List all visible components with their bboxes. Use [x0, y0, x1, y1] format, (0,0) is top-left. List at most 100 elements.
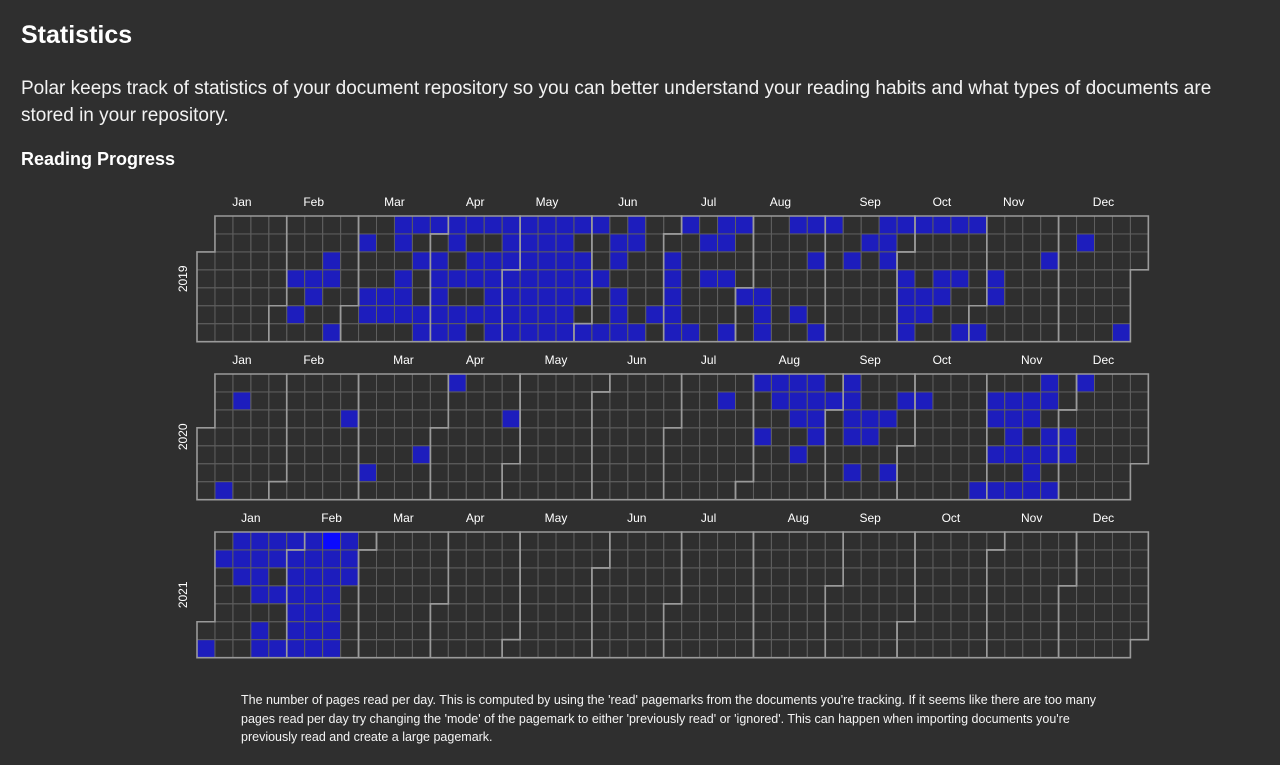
day-cell	[573, 251, 593, 271]
day-cell	[914, 269, 934, 289]
day-cell	[465, 251, 485, 271]
day-cell	[896, 323, 916, 343]
day-cell	[429, 269, 449, 289]
day-cell	[627, 603, 647, 623]
day-cell	[788, 445, 808, 465]
day-cell	[752, 409, 772, 429]
day-cell	[1022, 409, 1042, 429]
day-cell	[286, 233, 306, 253]
day-cell	[645, 215, 665, 235]
day-cell	[358, 373, 377, 393]
day-cell	[914, 463, 934, 483]
day-cell	[950, 549, 970, 569]
day-cell	[1004, 481, 1024, 501]
day-cell	[878, 269, 898, 289]
day-cell	[447, 215, 467, 235]
day-cell	[645, 323, 665, 343]
day-cell	[788, 251, 808, 271]
day-cell	[1022, 233, 1042, 253]
reading-progress-heading: Reading Progress	[21, 149, 176, 169]
day-cell	[914, 585, 934, 605]
day-cell	[968, 305, 988, 325]
day-cell	[932, 567, 952, 587]
day-cell	[501, 391, 521, 411]
day-cell	[896, 445, 916, 465]
day-cell	[340, 567, 360, 587]
day-cell	[573, 567, 593, 587]
day-cell	[322, 391, 342, 411]
day-cell	[681, 391, 701, 411]
day-cell	[986, 233, 1006, 253]
day-cell	[358, 391, 377, 411]
month-label: May	[545, 353, 568, 367]
day-cell	[950, 391, 970, 411]
day-cell	[627, 585, 647, 605]
day-cell	[968, 463, 988, 483]
day-cell	[411, 621, 431, 641]
day-cell	[340, 251, 360, 271]
day-cell	[735, 549, 754, 569]
day-cell	[573, 233, 593, 253]
day-cell	[878, 463, 898, 483]
day-cell	[483, 305, 503, 325]
day-cell	[932, 549, 952, 569]
day-cell	[717, 585, 736, 605]
month-outline	[196, 215, 288, 343]
day-cell	[447, 549, 467, 569]
day-cell	[340, 305, 360, 325]
day-cell	[788, 323, 808, 343]
day-cell	[770, 463, 790, 483]
day-cell	[1129, 251, 1149, 271]
day-cell	[376, 251, 395, 271]
day-cell	[196, 427, 216, 447]
day-cell	[986, 251, 1006, 271]
day-cell	[429, 445, 449, 465]
day-cell	[483, 391, 503, 411]
day-cell	[968, 549, 988, 569]
day-cell	[304, 305, 324, 325]
month-label: Jan	[232, 353, 251, 367]
month-outline	[734, 215, 827, 343]
day-cell	[806, 251, 826, 271]
day-cell	[483, 445, 503, 465]
day-cell	[465, 287, 485, 307]
day-cell	[376, 427, 395, 447]
day-cell	[627, 323, 647, 343]
day-cell	[519, 621, 539, 641]
day-cell	[537, 445, 557, 465]
day-cell	[519, 251, 539, 271]
day-cell	[465, 585, 485, 605]
day-cell	[268, 463, 288, 483]
month-label: Nov	[1003, 195, 1024, 209]
day-cell	[681, 445, 701, 465]
day-cell	[717, 409, 736, 429]
day-cell	[860, 427, 880, 447]
day-cell	[950, 481, 970, 501]
month-outline	[591, 531, 683, 659]
day-cell	[214, 287, 234, 307]
day-cell	[376, 287, 395, 307]
day-cell	[411, 639, 431, 659]
day-cell	[555, 233, 575, 253]
day-cell	[896, 287, 916, 307]
day-cell	[393, 531, 413, 551]
day-cell	[340, 481, 360, 501]
day-cell	[878, 305, 898, 325]
day-cell	[717, 323, 736, 343]
day-cell	[788, 531, 808, 551]
day-cell	[932, 585, 952, 605]
day-cell	[250, 323, 270, 343]
day-cell	[358, 269, 377, 289]
day-cell	[914, 233, 934, 253]
day-cell	[1076, 603, 1096, 623]
day-cell	[232, 463, 252, 483]
day-cell	[932, 215, 952, 235]
day-cell	[878, 323, 898, 343]
day-cell	[1022, 269, 1042, 289]
day-cell	[788, 391, 808, 411]
day-cell	[968, 323, 988, 343]
day-cell	[1022, 639, 1042, 659]
day-cell	[358, 251, 377, 271]
day-cell	[304, 531, 324, 551]
day-cell	[1004, 323, 1024, 343]
